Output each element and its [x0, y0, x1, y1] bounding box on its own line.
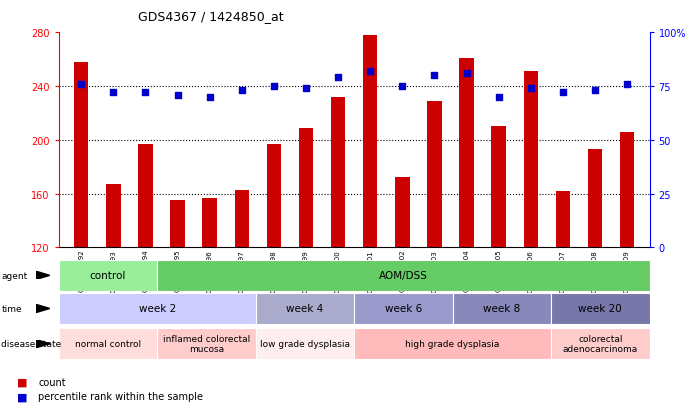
Polygon shape [36, 305, 50, 313]
Point [493, 94, 504, 101]
Bar [234, 190, 249, 248]
Text: week 6: week 6 [385, 304, 422, 314]
Point [525, 85, 536, 92]
Bar [158, 260, 650, 291]
Polygon shape [36, 272, 50, 280]
Text: week 20: week 20 [578, 304, 622, 314]
Text: control: control [90, 271, 126, 281]
Text: ■: ■ [17, 392, 28, 401]
Bar [453, 293, 551, 324]
Bar [59, 260, 158, 291]
Text: count: count [38, 377, 66, 387]
Bar [427, 102, 442, 248]
Bar [74, 63, 88, 248]
Bar [331, 97, 346, 248]
Text: percentile rank within the sample: percentile rank within the sample [38, 392, 203, 401]
Bar [395, 178, 410, 248]
Bar [106, 185, 120, 248]
Bar [59, 328, 158, 359]
Bar [256, 328, 354, 359]
Bar [363, 36, 377, 248]
Bar [138, 145, 153, 248]
Text: week 4: week 4 [286, 304, 323, 314]
Point [108, 90, 119, 97]
Text: colorectal
adenocarcinoma: colorectal adenocarcinoma [562, 334, 638, 354]
Point [172, 92, 183, 99]
Bar [59, 293, 256, 324]
Text: time: time [1, 304, 22, 313]
Point [76, 81, 87, 88]
Point [204, 94, 215, 101]
Bar [491, 127, 506, 248]
Text: agent: agent [1, 271, 28, 280]
Text: disease state: disease state [1, 339, 61, 348]
Bar [158, 328, 256, 359]
Bar [354, 328, 551, 359]
Point [301, 85, 312, 92]
Point [397, 83, 408, 90]
Bar [256, 293, 354, 324]
Point [621, 81, 632, 88]
Text: week 8: week 8 [483, 304, 520, 314]
Text: low grade dysplasia: low grade dysplasia [260, 339, 350, 348]
Bar [460, 59, 474, 248]
Bar [524, 72, 538, 248]
Bar [354, 293, 453, 324]
Text: AOM/DSS: AOM/DSS [379, 271, 428, 281]
Point [429, 73, 440, 79]
Point [461, 71, 472, 77]
Point [558, 90, 569, 97]
Point [236, 88, 247, 94]
Text: high grade dysplasia: high grade dysplasia [406, 339, 500, 348]
Bar [299, 128, 313, 248]
Point [332, 75, 343, 81]
Text: inflamed colorectal
mucosa: inflamed colorectal mucosa [163, 334, 250, 354]
Bar [202, 198, 217, 248]
Text: ■: ■ [17, 377, 28, 387]
Text: week 2: week 2 [139, 304, 176, 314]
Point [589, 88, 600, 94]
Bar [170, 201, 184, 248]
Text: GDS4367 / 1424850_at: GDS4367 / 1424850_at [138, 10, 284, 23]
Bar [556, 191, 570, 248]
Point [365, 69, 376, 75]
Point [268, 83, 279, 90]
Bar [267, 145, 281, 248]
Bar [620, 132, 634, 248]
Polygon shape [36, 339, 50, 348]
Point [140, 90, 151, 97]
Bar [551, 328, 650, 359]
Text: normal control: normal control [75, 339, 141, 348]
Bar [551, 293, 650, 324]
Bar [588, 150, 602, 248]
